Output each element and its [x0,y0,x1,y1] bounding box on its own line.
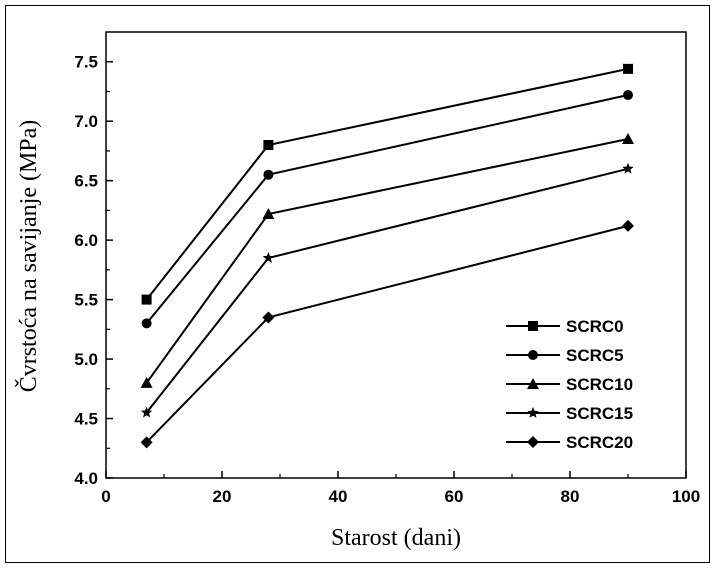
legend-label: SCRC20 [566,433,633,452]
chart-frame [5,5,710,563]
y-tick-label: 5.0 [74,350,98,369]
y-tick-label: 4.0 [74,469,98,488]
data-point [140,376,153,388]
legend-marker [528,350,538,360]
data-point [262,207,275,219]
series-scrc5 [141,90,633,329]
legend-item: SCRC15 [506,404,633,423]
series-layer [140,63,634,449]
y-tick-label: 6.5 [74,172,98,191]
data-point [141,318,152,329]
legend-marker [527,407,539,418]
legend-item: SCRC20 [506,433,633,452]
x-axis-title: Starost (dani) [331,525,461,551]
series-scrc15 [140,162,634,418]
data-point [140,406,153,418]
data-point [622,219,634,232]
data-point [623,63,633,74]
data-point [141,294,152,305]
y-tick-label: 6.0 [74,231,98,250]
x-tick-label: 80 [561,487,580,506]
data-point [140,436,153,449]
legend-label: SCRC0 [566,317,624,336]
y-tick-label: 4.5 [74,410,98,429]
y-tick-label: 7.0 [74,112,98,131]
legend-label: SCRC10 [566,375,633,394]
legend-label: SCRC15 [566,404,633,423]
data-point [262,251,275,263]
data-point [622,133,634,145]
x-tick-label: 100 [672,487,700,506]
data-point [262,311,275,324]
series-line [145,224,629,443]
data-point [263,139,274,150]
x-tick-label: 40 [329,487,348,506]
series-scrc0 [141,63,633,305]
x-tick-label: 0 [101,487,110,506]
x-tick-label: 20 [213,487,232,506]
legend-item: SCRC5 [506,346,624,365]
series-line [145,67,629,301]
series-scrc10 [140,133,634,388]
y-axis-title: Čvrstoća na savijanje (MPa) [15,120,42,393]
legend-item: SCRC10 [506,375,633,394]
legend-marker [527,378,539,389]
legend-marker [528,321,538,331]
x-tick-label: 60 [445,487,464,506]
legend-label: SCRC5 [566,346,624,365]
legend-item: SCRC0 [506,317,624,336]
series-line [145,167,629,414]
axes: 0 20 40 60 80 100 4.0 4.5 5.0 5.5 6.0 6.5 7.0 7.5 [74,53,700,506]
data-point [622,162,634,174]
y-tick-label: 5.5 [74,291,98,310]
series-line [145,138,629,384]
data-point [623,90,633,101]
y-tick-label: 7.5 [74,53,98,72]
legend: SCRC0 SCRC5 SCRC10 SCRC15 SCRC20 [506,317,633,452]
legend-marker [527,436,539,448]
data-point [263,169,274,180]
series-scrc20 [140,219,634,449]
